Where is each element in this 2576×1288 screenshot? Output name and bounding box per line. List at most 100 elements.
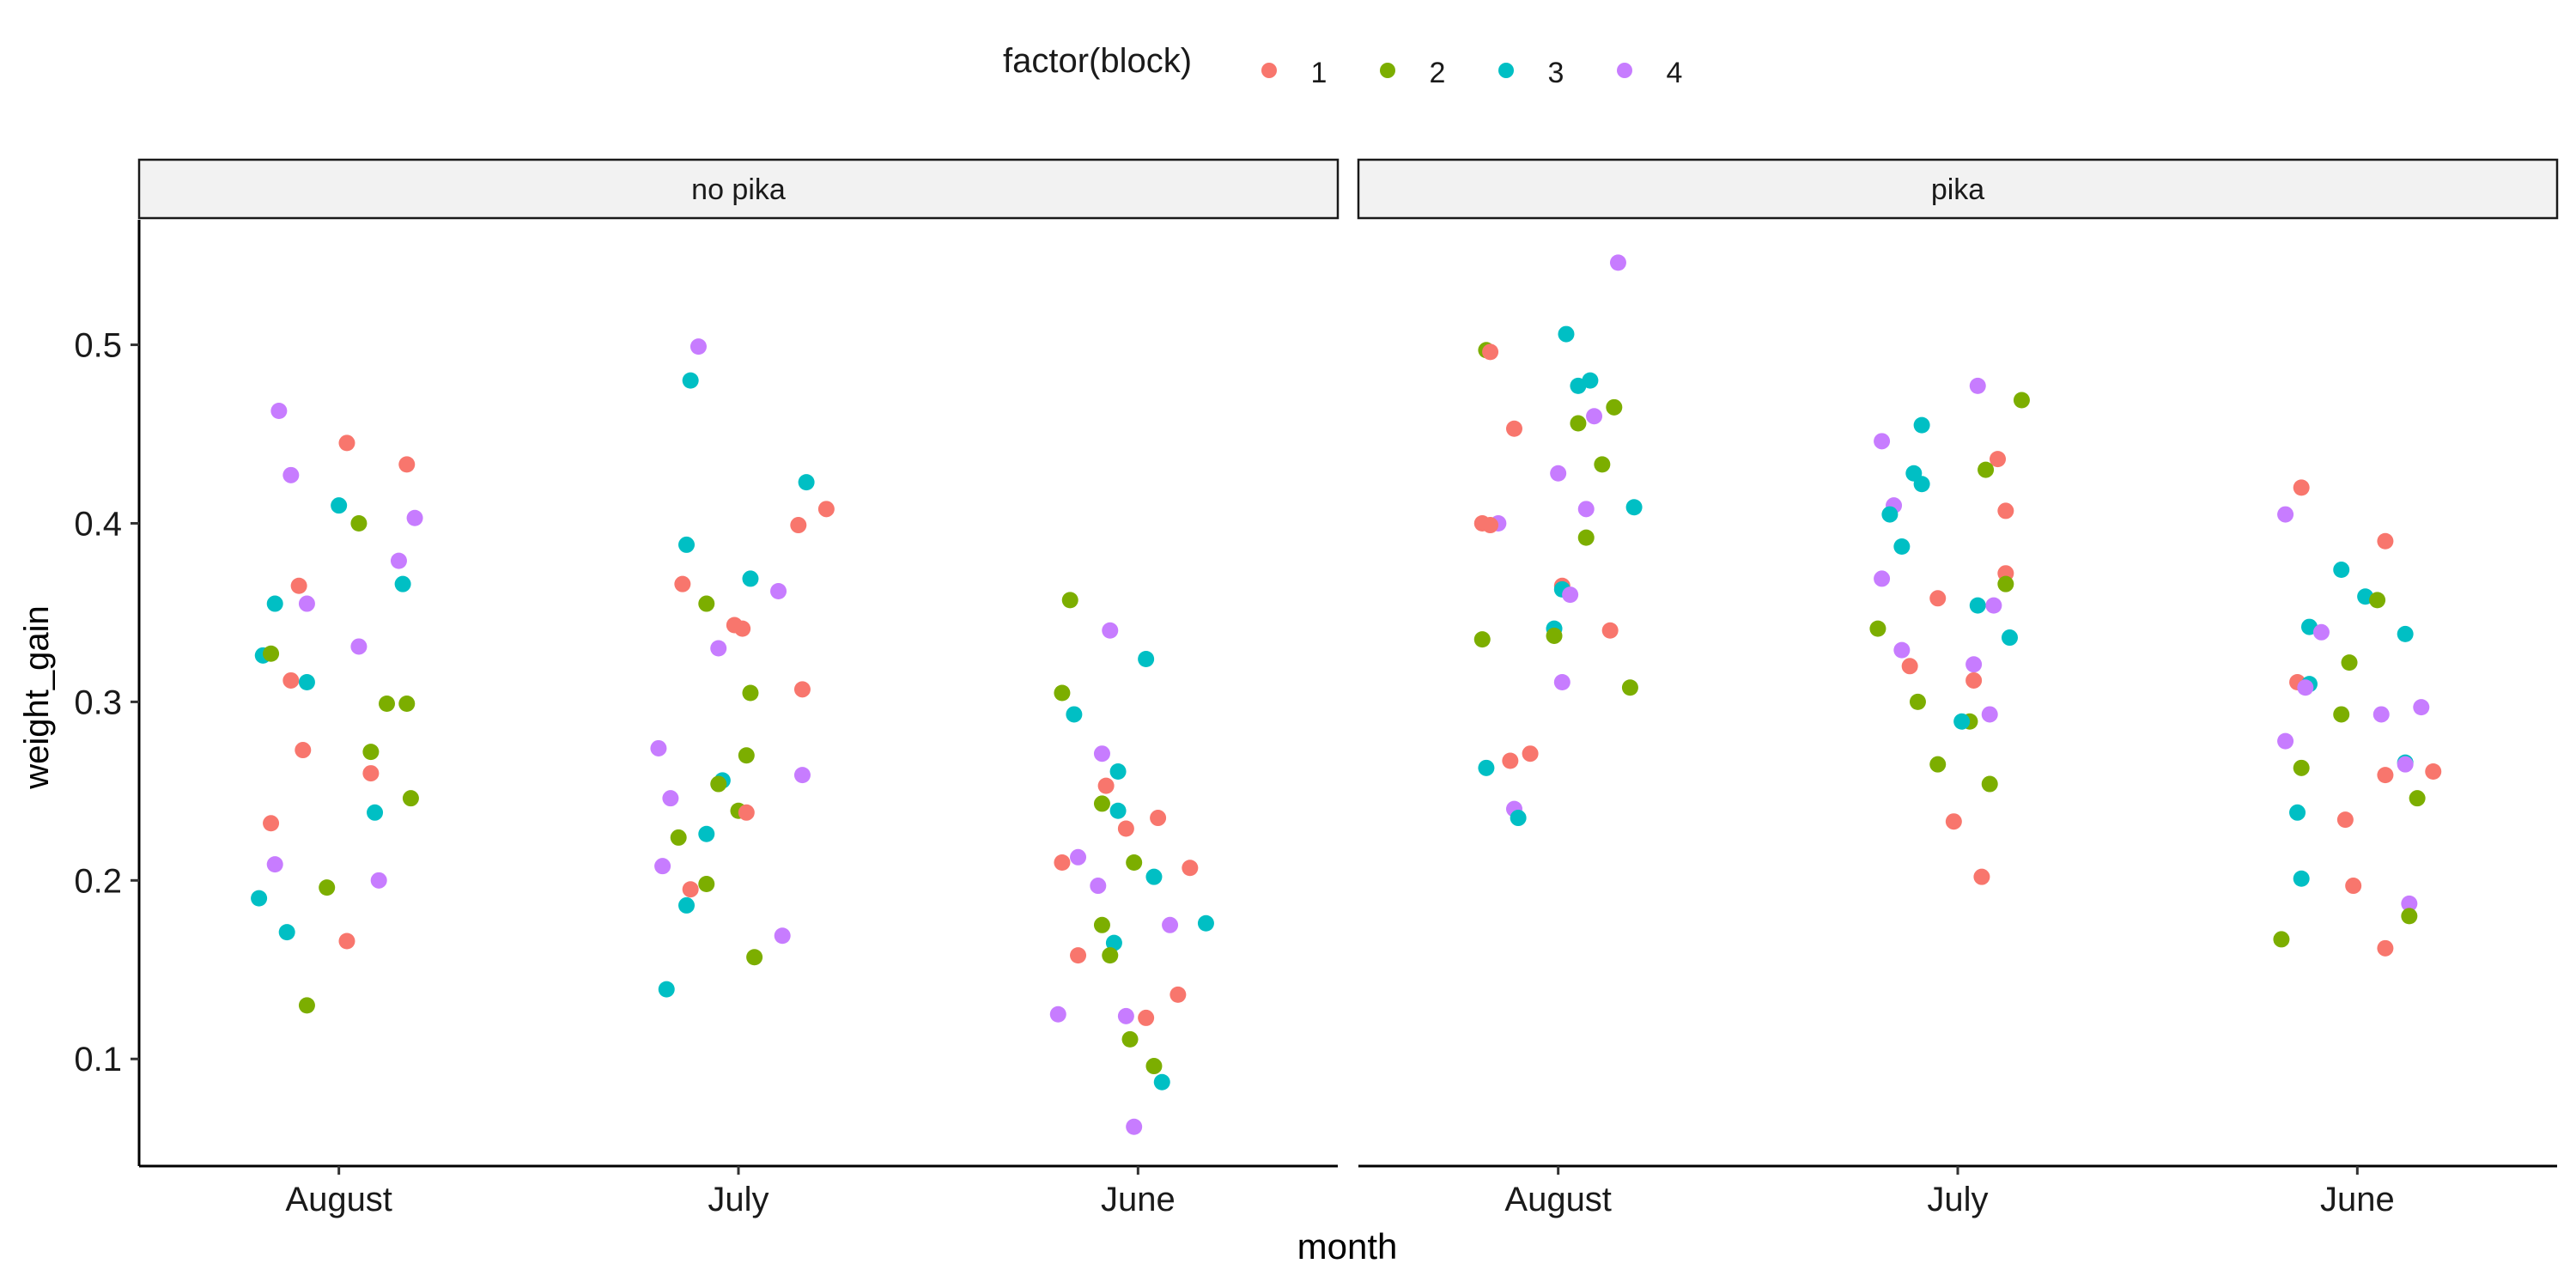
data-point — [402, 790, 419, 807]
data-point — [2333, 706, 2350, 723]
data-point — [367, 804, 384, 821]
data-point — [1473, 631, 1491, 648]
data-point — [1601, 622, 1619, 639]
data-point — [662, 790, 679, 807]
y-tick-label: 0.2 — [74, 862, 122, 900]
y-tick-label: 0.1 — [74, 1041, 122, 1078]
data-point — [1609, 254, 1626, 271]
data-point — [2425, 762, 2442, 780]
data-point — [390, 552, 407, 569]
data-point — [1594, 456, 1611, 473]
data-point — [1586, 408, 1603, 425]
data-point — [1138, 650, 1155, 667]
facet-strip-label: no pika — [691, 173, 786, 206]
data-point — [2333, 562, 2350, 579]
data-point — [295, 742, 312, 759]
data-point — [266, 856, 283, 873]
data-point — [793, 681, 811, 698]
data-point — [290, 577, 307, 594]
data-point — [1066, 706, 1083, 723]
data-point — [1054, 854, 1071, 872]
data-point — [406, 509, 423, 526]
data-point — [710, 775, 727, 793]
legend-label-4: 4 — [1667, 57, 1683, 89]
data-point — [658, 981, 675, 998]
data-point — [1965, 656, 1983, 673]
data-point — [1505, 420, 1522, 437]
data-point — [1150, 810, 1167, 827]
data-point — [2413, 699, 2430, 716]
data-point — [674, 575, 691, 592]
data-point — [2377, 532, 2394, 550]
data-point — [1978, 461, 1995, 478]
data-point — [2341, 654, 2358, 671]
data-point — [298, 595, 315, 612]
data-point — [1570, 415, 1587, 432]
data-point — [1153, 1073, 1170, 1091]
data-point — [1570, 377, 1587, 394]
data-point — [2273, 931, 2290, 948]
data-point — [1162, 916, 1179, 933]
data-point — [1909, 693, 1926, 710]
data-point — [2377, 939, 2394, 957]
data-point — [1929, 590, 1947, 607]
data-point — [331, 497, 348, 514]
data-point — [678, 896, 696, 914]
data-point — [1913, 416, 1930, 434]
data-point — [690, 338, 707, 355]
data-point — [283, 671, 300, 689]
data-point — [1093, 745, 1110, 762]
data-point — [2401, 895, 2418, 912]
data-point — [1145, 868, 1163, 885]
data-point — [2409, 790, 2426, 807]
data-point — [698, 875, 715, 892]
data-point — [738, 804, 755, 821]
data-point — [278, 924, 295, 941]
legend-key-3 — [1498, 63, 1514, 78]
x-tick-label: June — [1101, 1181, 1176, 1218]
data-point — [1102, 947, 1119, 964]
data-point — [2397, 756, 2414, 773]
data-point — [1553, 674, 1571, 691]
y-tick-label: 0.5 — [74, 327, 122, 365]
data-point — [1090, 878, 1107, 895]
data-point — [1869, 620, 1886, 637]
data-point — [394, 575, 411, 592]
data-point — [698, 825, 715, 842]
data-point — [790, 517, 807, 534]
data-point — [678, 536, 696, 553]
data-point — [734, 620, 751, 637]
data-point — [251, 890, 268, 907]
data-point — [2401, 908, 2418, 925]
data-point — [1981, 775, 1998, 793]
data-point — [1969, 597, 1986, 614]
data-point — [1965, 671, 1983, 689]
legend-label-1: 1 — [1311, 57, 1327, 89]
data-point — [682, 881, 699, 898]
data-point — [2297, 679, 2314, 696]
legend-label-2: 2 — [1430, 57, 1446, 89]
data-point — [362, 765, 380, 782]
data-point — [1102, 622, 1119, 639]
data-point — [1105, 934, 1122, 951]
x-axis-title: month — [1297, 1226, 1398, 1267]
data-point — [2001, 629, 2018, 647]
facet-strip — [137, 158, 1340, 220]
data-point — [2369, 592, 2386, 609]
data-point — [650, 739, 667, 756]
legend-key-4 — [1617, 63, 1632, 78]
panel-pika: pika August July June — [1357, 158, 2559, 1218]
data-point — [2345, 878, 2362, 895]
data-point — [263, 645, 280, 662]
data-point — [270, 402, 288, 419]
facet-strip-label: pika — [1931, 173, 1984, 206]
facet-strip — [1357, 158, 2559, 220]
data-point — [1997, 575, 2014, 592]
legend-key-2 — [1380, 63, 1395, 78]
data-point — [1054, 684, 1071, 702]
legend-entries: 1 2 3 4 — [1261, 57, 1682, 89]
data-point — [283, 466, 300, 483]
data-point — [398, 695, 416, 712]
data-point — [746, 949, 763, 966]
data-point — [2277, 506, 2294, 523]
